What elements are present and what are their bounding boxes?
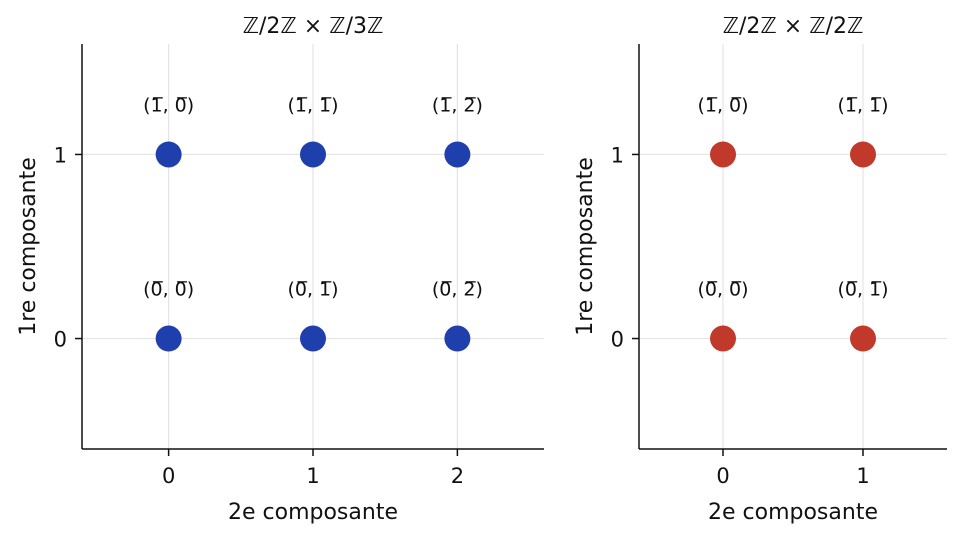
data-point (155, 141, 182, 168)
x-tick-label: 1 (306, 464, 319, 488)
data-point (300, 141, 326, 168)
point-label: (1̅, 1̅) (287, 94, 338, 116)
data-point (850, 325, 876, 352)
x-axis-label: 2e composante (228, 500, 398, 525)
y-tick-label: 1 (611, 143, 624, 167)
point-label: (0̅, 1̅) (287, 279, 338, 301)
x-tick-label: 0 (162, 464, 175, 488)
chart-title: ℤ/2ℤ × ℤ/3ℤ (243, 14, 384, 39)
data-point (155, 325, 182, 352)
point-label: (1̅, 2̅) (432, 94, 483, 116)
data-point (850, 141, 876, 168)
y-axis-label: 1re composante (573, 157, 598, 336)
chart-title: ℤ/2ℤ × ℤ/2ℤ (723, 14, 864, 39)
data-point (710, 325, 736, 352)
x-tick-label: 1 (856, 464, 869, 488)
point-label: (0̅, 2̅) (432, 279, 483, 301)
data-point (710, 141, 736, 168)
data-point (444, 325, 471, 352)
x-tick-label: 2 (451, 464, 464, 488)
y-tick-label: 1 (54, 143, 67, 167)
point-label: (0̅, 0̅) (143, 279, 194, 301)
point-label: (0̅, 0̅) (697, 279, 748, 301)
data-point (444, 141, 471, 168)
point-label: (0̅, 1̅) (837, 279, 888, 301)
data-point (300, 325, 326, 352)
point-label: (1̅, 0̅) (143, 94, 194, 116)
point-label: (1̅, 1̅) (837, 94, 888, 116)
x-tick-label: 0 (716, 464, 729, 488)
y-axis-label: 1re composante (16, 157, 41, 336)
x-axis-label: 2e composante (708, 500, 878, 525)
y-tick-label: 0 (611, 328, 624, 352)
y-tick-label: 0 (54, 328, 67, 352)
point-label: (1̅, 0̅) (697, 94, 748, 116)
chart-panel-1: 0 1 2 0 1 2e composante 1re composante ℤ/2ℤ × ℤ… (16, 14, 544, 525)
chart-panel-2: 0 1 0 1 2e composante 1re composante ℤ/2ℤ × ℤ/… (573, 14, 947, 525)
